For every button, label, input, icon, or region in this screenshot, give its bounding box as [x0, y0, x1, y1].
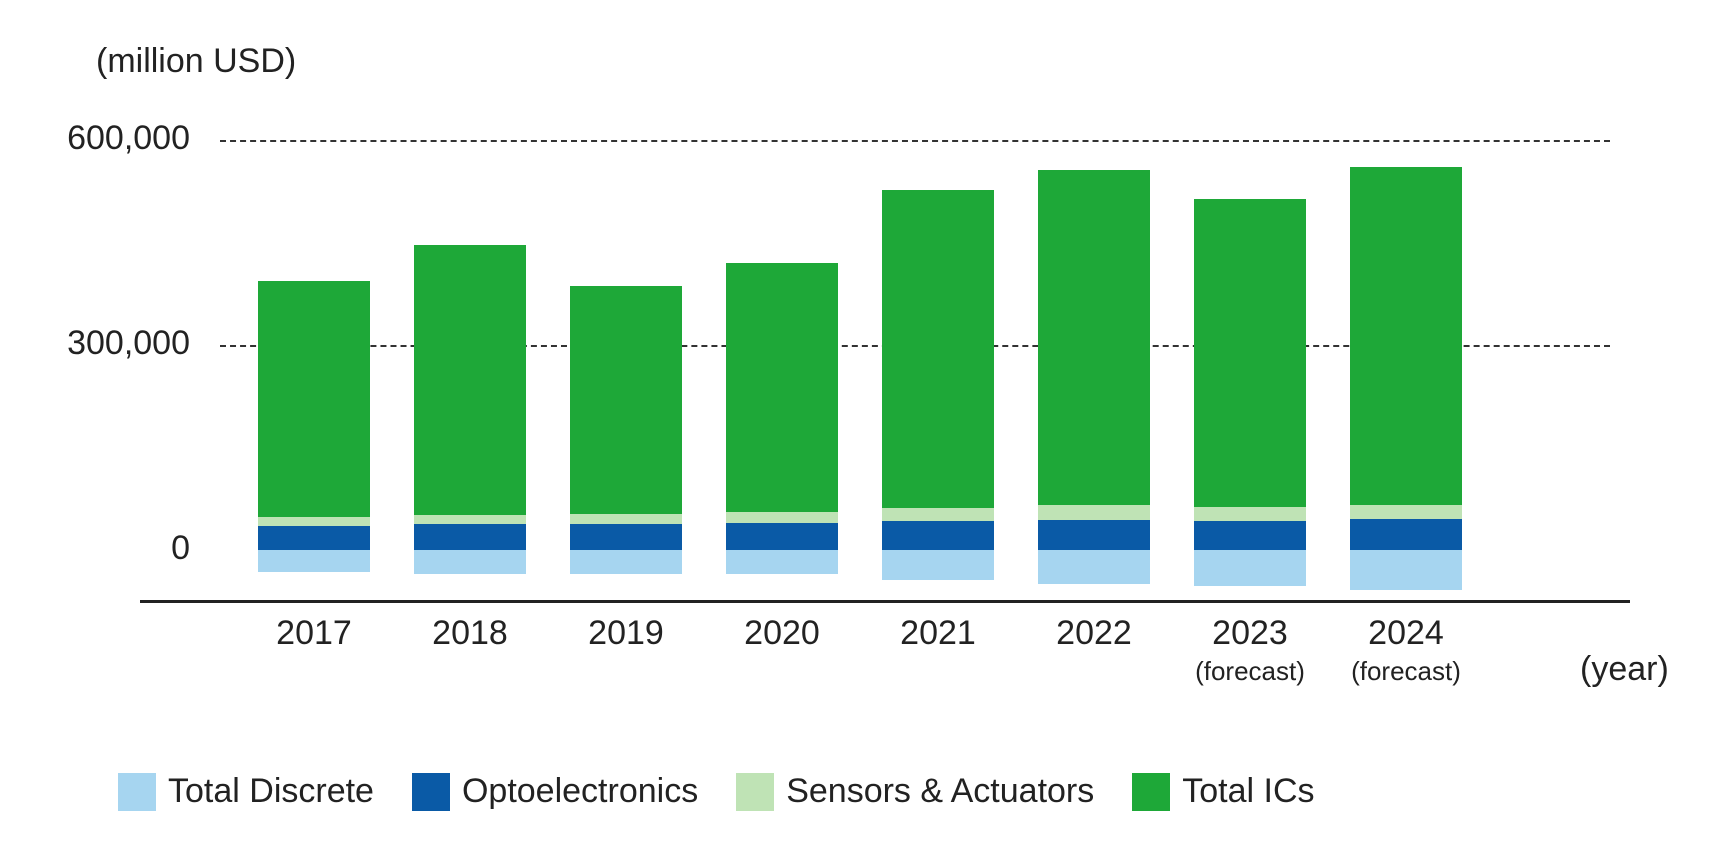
bar-group: [570, 140, 682, 600]
bar-segment-optoelectronics: [414, 524, 526, 550]
bar-segment-total_discrete: [1038, 550, 1150, 584]
legend-item-optoelectronics: Optoelectronics: [412, 772, 698, 811]
x-tick-label: 2018: [410, 614, 530, 653]
bar-group: [1194, 140, 1306, 600]
bar-segment-sensors_actuators: [570, 514, 682, 524]
bar-segment-optoelectronics: [1038, 520, 1150, 550]
y-axis-unit-label: (million USD): [96, 42, 296, 81]
legend-label: Total ICs: [1182, 772, 1314, 811]
x-axis-unit-label: (year): [1580, 650, 1669, 689]
bar-segment-total_ics: [1350, 167, 1462, 505]
x-tick-sublabel: (forecast): [1326, 656, 1486, 687]
legend-item-total_discrete: Total Discrete: [118, 772, 374, 811]
legend-swatch: [736, 773, 774, 811]
bar-segment-optoelectronics: [882, 521, 994, 550]
bar-segment-sensors_actuators: [1038, 505, 1150, 520]
bar-segment-optoelectronics: [1194, 521, 1306, 550]
bar-segment-total_ics: [726, 263, 838, 512]
bar-segment-total_ics: [258, 281, 370, 517]
legend-swatch: [1132, 773, 1170, 811]
bar-segment-sensors_actuators: [726, 512, 838, 522]
x-axis-line: [140, 600, 1630, 603]
bar-segment-total_ics: [1038, 170, 1150, 505]
legend-label: Total Discrete: [168, 772, 374, 811]
bar-segment-total_discrete: [570, 550, 682, 574]
bar-segment-total_ics: [414, 245, 526, 515]
bar-group: [258, 140, 370, 600]
bar-segment-total_discrete: [726, 550, 838, 574]
stacked-bar-chart: (million USD) (year) Total Discrete Optoe…: [0, 0, 1725, 846]
y-tick-label: 0: [171, 529, 190, 568]
bar-group: [1038, 140, 1150, 600]
x-tick-label: 2019: [566, 614, 686, 653]
legend-swatch: [118, 773, 156, 811]
bar-segment-optoelectronics: [258, 526, 370, 550]
legend-item-sensors_actuators: Sensors & Actuators: [736, 772, 1094, 811]
bar-segment-optoelectronics: [1350, 519, 1462, 550]
bar-group: [882, 140, 994, 600]
legend-swatch: [412, 773, 450, 811]
bar-segment-sensors_actuators: [414, 515, 526, 524]
bar-segment-total_discrete: [1194, 550, 1306, 586]
bar-segment-optoelectronics: [726, 523, 838, 550]
bar-segment-total_discrete: [1350, 550, 1462, 590]
x-tick-label: 2024: [1346, 614, 1466, 653]
legend: Total Discrete Optoelectronics Sensors & A…: [118, 772, 1315, 811]
y-tick-label: 600,000: [67, 119, 190, 158]
legend-label: Sensors & Actuators: [786, 772, 1094, 811]
bar-segment-total_ics: [882, 190, 994, 508]
plot-area: [220, 140, 1610, 600]
x-tick-label: 2020: [722, 614, 842, 653]
bar-segment-sensors_actuators: [258, 517, 370, 526]
bar-segment-total_ics: [570, 286, 682, 515]
bar-segment-optoelectronics: [570, 524, 682, 550]
bar-segment-total_ics: [1194, 199, 1306, 507]
bar-segment-sensors_actuators: [1194, 507, 1306, 521]
x-tick-label: 2021: [878, 614, 998, 653]
bar-segment-sensors_actuators: [882, 508, 994, 521]
x-tick-label: 2017: [254, 614, 374, 653]
bar-group: [414, 140, 526, 600]
y-tick-label: 300,000: [67, 324, 190, 363]
legend-label: Optoelectronics: [462, 772, 698, 811]
bar-group: [1350, 140, 1462, 600]
bar-segment-sensors_actuators: [1350, 505, 1462, 519]
x-tick-label: 2023: [1190, 614, 1310, 653]
legend-item-total_ics: Total ICs: [1132, 772, 1314, 811]
x-tick-sublabel: (forecast): [1170, 656, 1330, 687]
x-tick-label: 2022: [1034, 614, 1154, 653]
bar-segment-total_discrete: [882, 550, 994, 580]
bar-group: [726, 140, 838, 600]
bar-segment-total_discrete: [414, 550, 526, 574]
bar-segment-total_discrete: [258, 550, 370, 572]
